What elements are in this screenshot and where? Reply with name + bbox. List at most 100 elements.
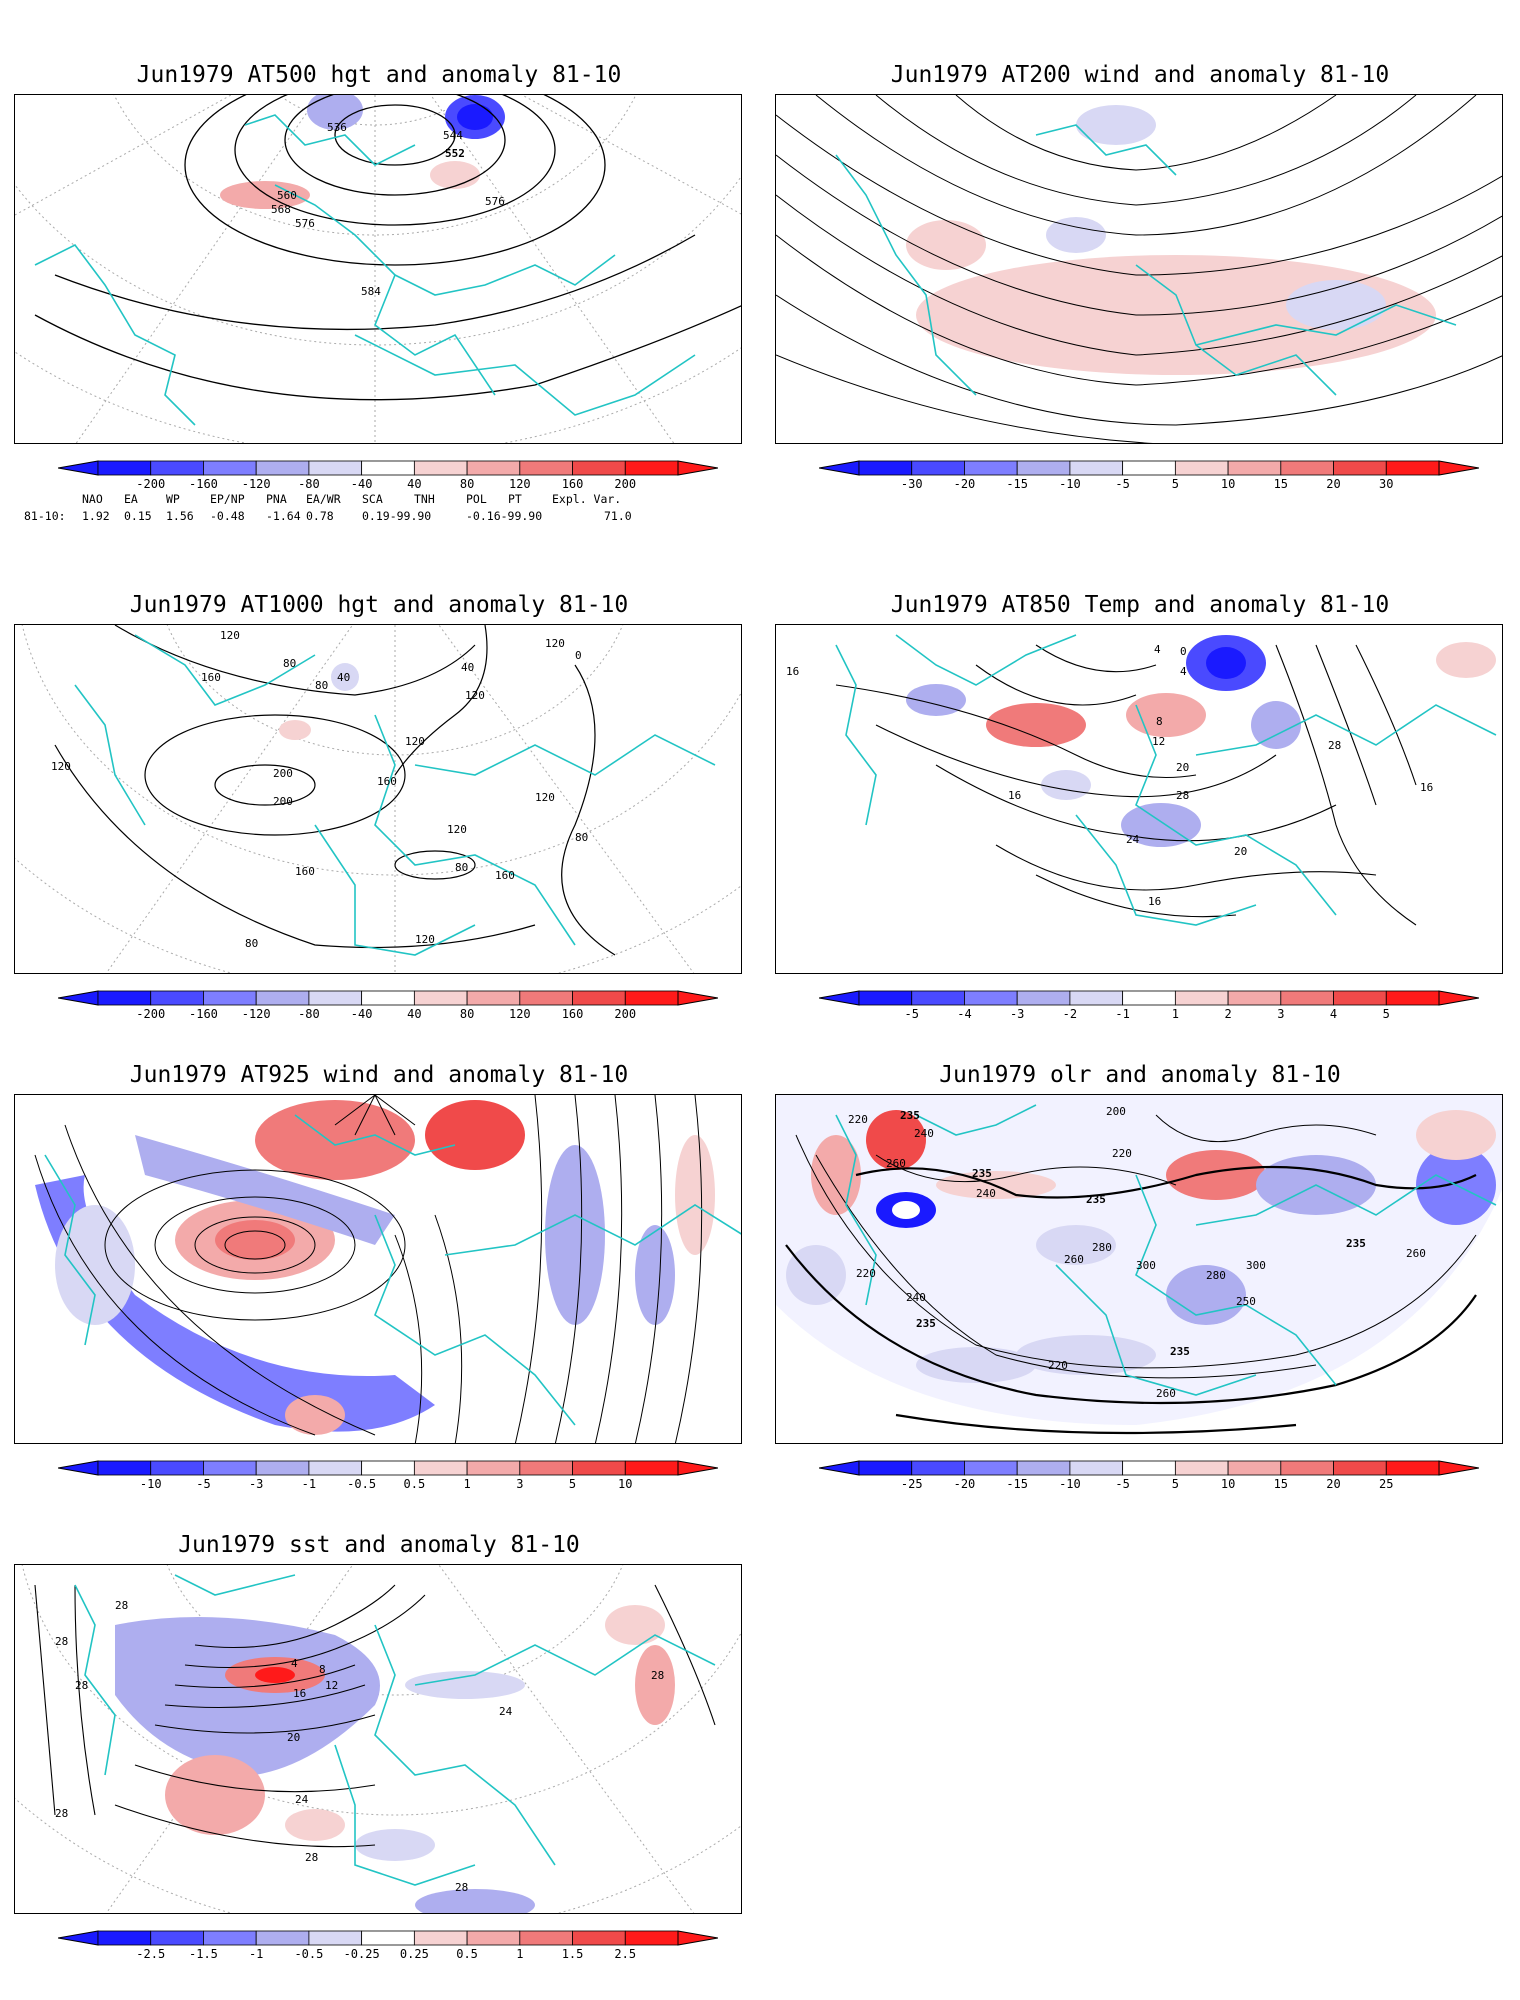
colorbar-tick-label: 200 bbox=[614, 477, 637, 491]
colorbar-swatch bbox=[964, 990, 1018, 1006]
colorbar-tick-label: -10 bbox=[139, 1477, 162, 1491]
colorbar-arrow-left bbox=[58, 1930, 99, 1946]
svg-text:260: 260 bbox=[1406, 1247, 1426, 1260]
svg-text:220: 220 bbox=[848, 1113, 868, 1126]
svg-text:16: 16 bbox=[786, 665, 799, 678]
colorbar-swatch bbox=[1016, 990, 1071, 1006]
map-frame bbox=[775, 94, 1503, 444]
colorbar-tick-label: 10 bbox=[1220, 477, 1236, 491]
svg-text:0: 0 bbox=[1180, 645, 1187, 658]
svg-text:235: 235 bbox=[972, 1167, 992, 1180]
colorbar-tick-label: -1 bbox=[1115, 1007, 1130, 1021]
colorbar-tick-label: -1 bbox=[248, 1947, 264, 1961]
svg-text:568: 568 bbox=[271, 203, 291, 216]
svg-text:20: 20 bbox=[1176, 761, 1189, 774]
colorbar-swatch bbox=[361, 1460, 415, 1476]
map-svg: 16 4 0 4 8 12 20 28 28 16 24 20 16 16 bbox=[786, 634, 1497, 926]
colorbar-swatch bbox=[519, 1930, 573, 1946]
colorbar-tick-label: -10 bbox=[1059, 1477, 1081, 1491]
svg-text:0: 0 bbox=[575, 649, 582, 662]
svg-text:80: 80 bbox=[455, 861, 468, 874]
svg-text:80: 80 bbox=[245, 937, 258, 950]
colorbar-swatch bbox=[572, 460, 626, 476]
colorbar-arrow-right bbox=[677, 460, 718, 476]
colorbar-swatch bbox=[150, 990, 204, 1006]
colorbar: -5 -4 -3 -2 -1 1 2 3 4 5 bbox=[819, 990, 1479, 1021]
svg-text:235: 235 bbox=[916, 1317, 936, 1330]
colorbar-tick-label: -2 bbox=[1062, 1007, 1078, 1021]
colorbar-arrow-left bbox=[819, 460, 860, 476]
colorbar-tick-label: -5 bbox=[904, 1007, 919, 1021]
colorbar-tick-label: -40 bbox=[350, 477, 373, 491]
colorbar-tick-label: 200 bbox=[614, 1007, 637, 1021]
colorbar-tick-label: -120 bbox=[241, 477, 271, 491]
colorbar-swatch bbox=[308, 1930, 363, 1946]
colorbar-tick-label: 80 bbox=[459, 477, 475, 491]
colorbar-arrow-left bbox=[58, 460, 99, 476]
svg-text:544: 544 bbox=[443, 129, 463, 142]
svg-text:4: 4 bbox=[291, 1657, 298, 1670]
colorbar-swatch bbox=[572, 990, 626, 1006]
colorbar-arrow-right bbox=[1438, 1460, 1479, 1476]
colorbar-tick-label: 15 bbox=[1273, 1477, 1289, 1491]
colorbar-tick-label: 5 bbox=[1171, 1477, 1179, 1491]
colorbar-swatch bbox=[519, 1460, 573, 1476]
colorbar: -30 -20 -15 -10 -5 5 10 15 20 30 bbox=[819, 460, 1479, 491]
svg-text:16: 16 bbox=[293, 1687, 306, 1700]
colorbar-tick-label: -5 bbox=[196, 1477, 211, 1491]
colorbar-swatch bbox=[1069, 1460, 1124, 1476]
svg-text:560: 560 bbox=[277, 189, 297, 202]
colorbar-tick-label: 4 bbox=[1329, 1007, 1338, 1021]
colorbar-swatch bbox=[911, 460, 965, 476]
colorbar-tick-label: 1 bbox=[1171, 1007, 1179, 1021]
colorbar-swatch bbox=[150, 1930, 204, 1946]
colorbar-arrow-right bbox=[677, 990, 718, 1006]
panel-title: Jun1979 AT925 wind and anomaly 81-10 bbox=[129, 1062, 629, 1088]
map-svg: 220 260 240 235 200 235 220 240 235 260 … bbox=[776, 1095, 1502, 1435]
svg-text:120: 120 bbox=[465, 689, 485, 702]
colorbar-swatch bbox=[97, 990, 152, 1006]
colorbar: -200 -160 -120 -80 -40 40 80 120 160 200 bbox=[58, 990, 718, 1021]
colorbar-swatch bbox=[203, 460, 257, 476]
colorbar-tick-label: -20 bbox=[953, 1477, 976, 1491]
svg-text:80: 80 bbox=[315, 679, 328, 692]
colorbar-swatch bbox=[1333, 990, 1387, 1006]
svg-text:8: 8 bbox=[1156, 715, 1163, 728]
colorbar-tick-label: 0.25 bbox=[399, 1947, 429, 1961]
svg-text:8: 8 bbox=[319, 1663, 326, 1676]
colorbar-swatch bbox=[255, 990, 310, 1006]
colorbar-swatch bbox=[858, 460, 913, 476]
panel-title: Jun1979 AT1000 hgt and anomaly 81-10 bbox=[129, 592, 629, 618]
svg-text:28: 28 bbox=[651, 1669, 664, 1682]
colorbar-tick-label: 0.5 bbox=[403, 1477, 426, 1491]
svg-text:24: 24 bbox=[295, 1793, 309, 1806]
colorbar-arrow-right bbox=[677, 1460, 718, 1476]
colorbar-tick-label: -3 bbox=[1009, 1007, 1025, 1021]
svg-text:235: 235 bbox=[1170, 1345, 1190, 1358]
colorbar-tick-label: -20 bbox=[953, 477, 976, 491]
svg-text:12: 12 bbox=[325, 1679, 338, 1692]
colorbar-swatch bbox=[1385, 460, 1440, 476]
colorbar-swatch bbox=[255, 1460, 310, 1476]
colorbar-tick-label: 30 bbox=[1379, 477, 1394, 491]
svg-text:220: 220 bbox=[1112, 1147, 1132, 1160]
colorbar-tick-label: 20 bbox=[1326, 477, 1341, 491]
panel-title: Jun1979 AT200 wind and anomaly 81-10 bbox=[890, 62, 1390, 88]
colorbar-tick-label: -0.5 bbox=[294, 1947, 324, 1961]
svg-text:235: 235 bbox=[1086, 1193, 1106, 1206]
svg-text:220: 220 bbox=[1048, 1359, 1068, 1372]
svg-text:120: 120 bbox=[535, 791, 555, 804]
colorbar-swatch bbox=[858, 990, 913, 1006]
colorbar-tick-label: 1 bbox=[516, 1947, 524, 1961]
colorbar-tick-label: -160 bbox=[189, 477, 218, 491]
colorbar-tick-label: 10 bbox=[618, 1477, 633, 1491]
colorbar-tick-label: -3 bbox=[248, 1477, 264, 1491]
svg-text:576: 576 bbox=[485, 195, 505, 208]
svg-text:584: 584 bbox=[361, 285, 381, 298]
colorbar-arrow-right bbox=[1438, 460, 1479, 476]
colorbar-swatch bbox=[624, 1460, 679, 1476]
colorbar-tick-label: 40 bbox=[407, 477, 422, 491]
colorbar-swatch bbox=[1069, 460, 1124, 476]
svg-text:235: 235 bbox=[900, 1109, 920, 1122]
colorbar-arrow-right bbox=[1438, 990, 1479, 1006]
